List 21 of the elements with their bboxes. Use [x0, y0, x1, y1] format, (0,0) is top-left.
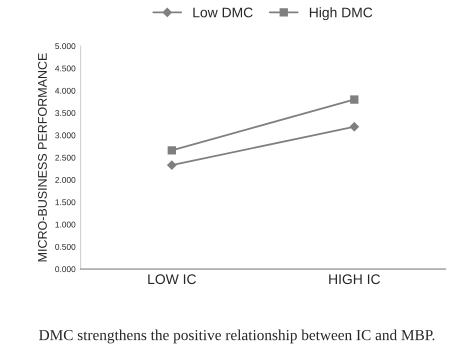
y-tick-label: 3.500	[55, 110, 76, 116]
y-tick-label: 4.000	[55, 88, 76, 94]
y-tick-label: 4.500	[55, 66, 76, 72]
point	[350, 122, 359, 132]
y-tick-label: 2.000	[55, 177, 76, 183]
x-tick-label: HIGH IC	[329, 274, 380, 284]
text: DMC strengthens the positive relationship between IC and MBP.	[39, 329, 434, 344]
legend-label: High DMC	[310, 7, 372, 20]
y-tick-label: 1.500	[56, 199, 76, 206]
y-tick-label: 5.000	[55, 43, 76, 50]
point	[168, 146, 176, 155]
y-tick-label: 0.500	[55, 244, 76, 250]
y-axis-title: MICRO-BUSINESS PERFORMANCE	[38, 53, 47, 262]
y-tick-label: 3.000	[55, 132, 76, 138]
y-tick-label: 0.000	[55, 266, 76, 272]
point	[350, 95, 358, 104]
x-tick-label: LOW IC	[148, 274, 196, 284]
y-tick-label: 1.000	[56, 222, 76, 228]
point	[167, 160, 176, 170]
legend-label: Low DMC	[193, 8, 253, 18]
y-tick-label: 2.500	[55, 154, 76, 161]
